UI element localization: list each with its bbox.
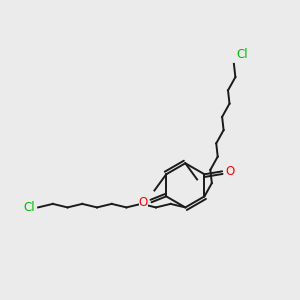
Text: Cl: Cl: [23, 201, 34, 214]
Text: O: O: [226, 165, 235, 178]
Text: Cl: Cl: [237, 48, 248, 61]
Text: O: O: [139, 196, 148, 209]
